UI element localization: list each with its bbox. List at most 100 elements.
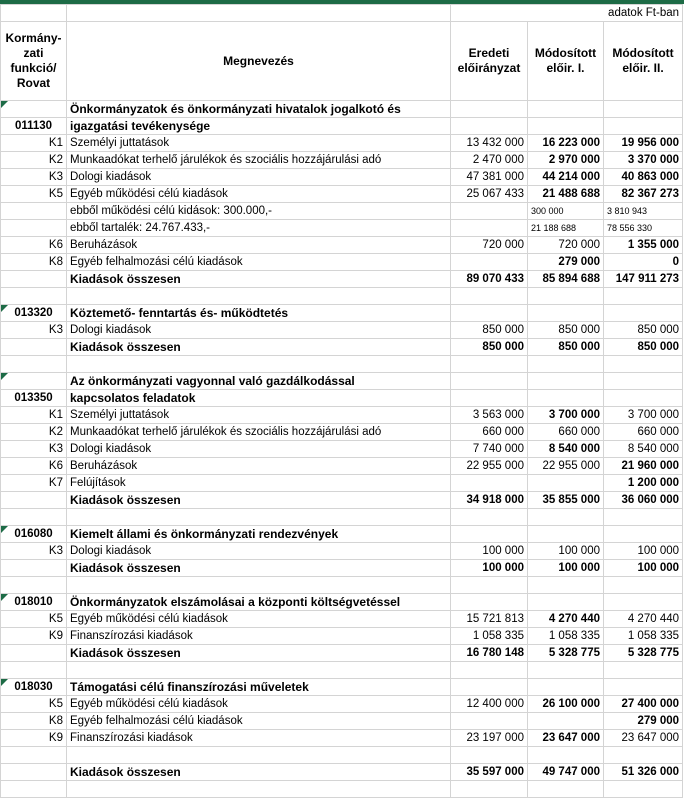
value-modified-1: 2 970 000 (527, 151, 604, 169)
value-modified-2: 4 270 440 (602, 610, 684, 628)
value-modified-2: 19 956 000 (602, 134, 684, 152)
section-code-013350: 013350 (0, 389, 67, 407)
table-row: K3 Dologi kiadások 7 740 000 8 540 000 8 540… (0, 440, 684, 458)
row-label: Egyéb működési célú kiadások (66, 695, 451, 713)
value-modified-2: 3 810 943 (602, 202, 684, 220)
table-row: K1 Személyi juttatások 3 563 000 3 700 000 3… (0, 406, 684, 424)
row-label: Egyéb felhalmozási célú kiadások (66, 253, 451, 271)
section-title: Köztemető- fenntartás és- működtetés (66, 304, 451, 322)
total-original: 16 780 148 (450, 644, 528, 662)
section-title: Önkormányzatok és önkormányzati hivatalo… (66, 100, 451, 118)
value-modified-2: 23 647 000 (602, 729, 684, 747)
section-total-row: Kiadások összesen 35 597 000 49 747 000 51 … (0, 763, 684, 781)
value-modified-2: 279 000 (602, 712, 684, 730)
column-header-modified-2-line-1: előir. II. (622, 61, 664, 75)
spacer-code (0, 661, 67, 679)
value-modified-2: 850 000 (602, 321, 684, 339)
budget-table: adatok Ft-ban Kormány-zati funkció/Rovat Me… (0, 4, 684, 798)
value-original: 25 067 433 (450, 185, 528, 203)
unit-spacer-code (0, 4, 67, 22)
spacer-v1 (450, 576, 528, 594)
spacer-v2 (527, 287, 604, 305)
table-row: K5 Egyéb működési célú kiadások 25 067 433… (0, 185, 684, 203)
spacer-code (0, 355, 67, 373)
total-label: Kiadások összesen (66, 338, 451, 356)
table-row: K6 Beruházások 720 000 720 000 1 355 000 (0, 236, 684, 254)
rovat-code: K9 (0, 729, 67, 747)
column-header-original-line-1: előirányzat (457, 61, 521, 75)
spacer-v2 (527, 576, 604, 594)
value-modified-2: 1 058 335 (602, 627, 684, 645)
section-title-v3 (602, 678, 684, 696)
total-rovat (0, 644, 67, 662)
rovat-code (0, 219, 67, 237)
total-rovat (0, 338, 67, 356)
row-label: Munkaadókat terhelő járulékok és szociál… (66, 151, 451, 169)
section-title-v1 (450, 372, 528, 390)
row-label: Beruházások (66, 236, 451, 254)
rovat-code: K1 (0, 406, 67, 424)
accent-bar (0, 0, 684, 4)
spacer-v1 (450, 661, 528, 679)
spacer-code (0, 576, 67, 594)
column-header-modified-2-line-0: Módosított (612, 46, 674, 60)
value-modified-1: 22 955 000 (527, 457, 604, 475)
value-modified-2: 3 370 000 (602, 151, 684, 169)
value-modified-1: 3 700 000 (527, 406, 604, 424)
section-spacer-row (0, 287, 684, 305)
total-modified-1: 100 000 (527, 559, 604, 577)
section-title: igazgatási tevékenysége (66, 117, 451, 135)
section-title: kapcsolatos feladatok (66, 389, 451, 407)
table-row: K1 Személyi juttatások 13 432 000 16 223 00… (0, 134, 684, 152)
value-modified-2: 8 540 000 (602, 440, 684, 458)
row-label: Egyéb felhalmozási célú kiadások (66, 712, 451, 730)
total-original: 850 000 (450, 338, 528, 356)
table-header-row: Kormány-zati funkció/Rovat Megnevezés Erede… (0, 21, 684, 101)
table-row: ebből tartalék: 24.767.433,- 21 188 688 78… (0, 219, 684, 237)
column-header-code-line-0: Kormány- (5, 31, 62, 45)
section-title-v2 (527, 100, 604, 118)
row-label: Egyéb működési célú kiadások (66, 185, 451, 203)
value-modified-1: 300 000 (527, 202, 604, 220)
table-row: K8 Egyéb felhalmozási célú kiadások 279 00… (0, 712, 684, 730)
spacer-code (0, 508, 67, 526)
total-label: Kiadások összesen (66, 644, 451, 662)
value-original: 13 432 000 (450, 134, 528, 152)
section-title-v2 (527, 593, 604, 611)
section-title-v2 (527, 304, 604, 322)
end-v2 (527, 780, 604, 798)
value-original: 1 058 335 (450, 627, 528, 645)
column-header-modified-1-line-1: előir. I. (546, 61, 585, 75)
column-header-code: Kormány-zati funkció/Rovat (0, 21, 67, 101)
spacer-v3 (602, 287, 684, 305)
spacer-name (66, 508, 451, 526)
total-modified-2: 36 060 000 (602, 491, 684, 509)
section-code-016080: 016080 (0, 525, 67, 543)
rovat-code (0, 746, 67, 764)
rovat-code: K6 (0, 236, 67, 254)
table-row: K2 Munkaadókat terhelő járulékok és szoci… (0, 423, 684, 441)
section-title-v1 (450, 100, 528, 118)
total-label: Kiadások összesen (66, 270, 451, 288)
value-modified-1: 44 214 000 (527, 168, 604, 186)
section-code-011130: 011130 (0, 117, 67, 135)
total-rovat (0, 763, 67, 781)
rovat-code: K8 (0, 712, 67, 730)
unit-note-row: adatok Ft-ban (0, 4, 684, 22)
section-total-row: Kiadások összesen 34 918 000 35 855 000 36 … (0, 491, 684, 509)
total-label: Kiadások összesen (66, 763, 451, 781)
total-modified-1: 35 855 000 (527, 491, 604, 509)
total-rovat (0, 559, 67, 577)
value-original: 3 563 000 (450, 406, 528, 424)
table-row: K3 Dologi kiadások 850 000 850 000 850 000 (0, 321, 684, 339)
table-row: K2 Munkaadókat terhelő járulékok és szoci… (0, 151, 684, 169)
value-modified-1: 8 540 000 (527, 440, 604, 458)
section-title-v1 (450, 389, 528, 407)
column-header-original: Eredeti előirányzat (450, 21, 528, 101)
section-title-row: 011130 igazgatási tevékenysége (0, 117, 684, 135)
rovat-code: K1 (0, 134, 67, 152)
column-header-code-line-3: Rovat (16, 76, 51, 90)
total-label: Kiadások összesen (66, 491, 451, 509)
column-header-code-line-2: funkció/ (10, 61, 57, 75)
